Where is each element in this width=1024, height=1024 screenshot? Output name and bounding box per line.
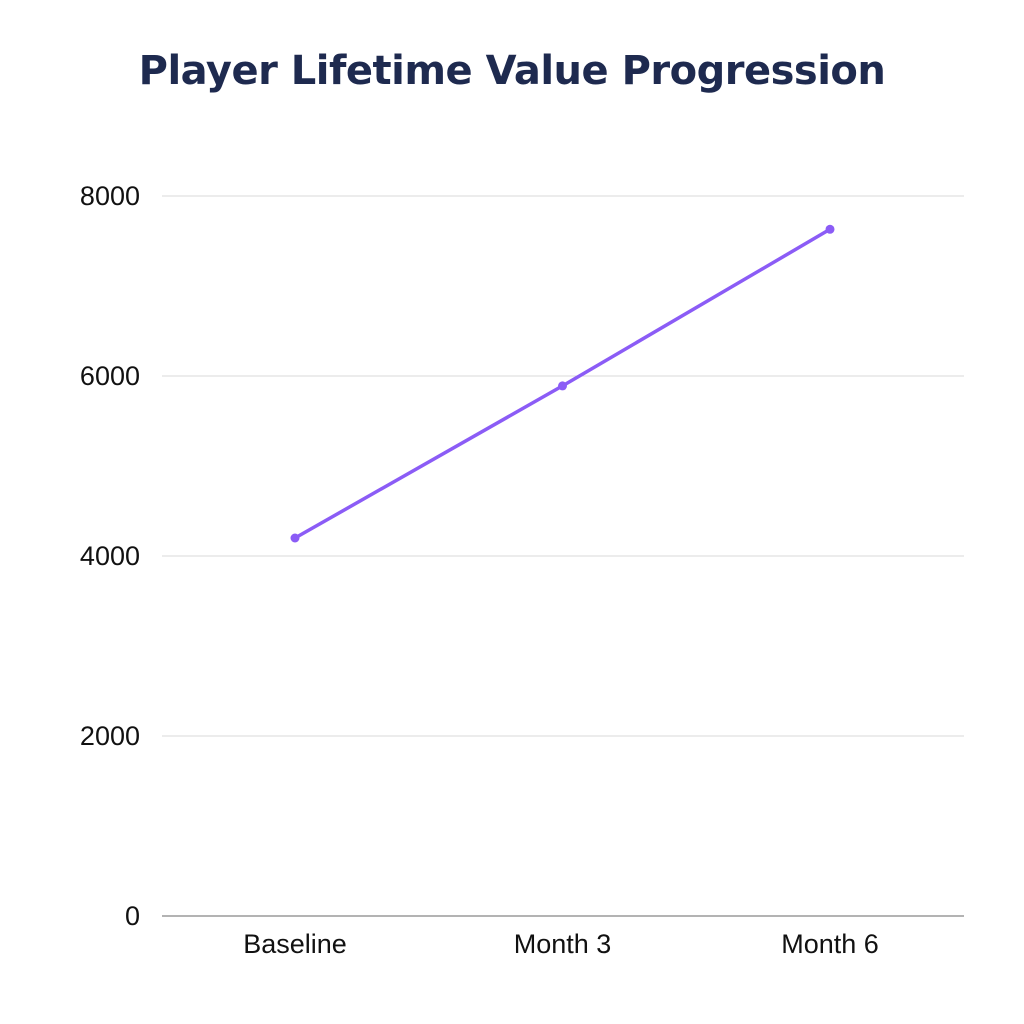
y-axis-ticks: 0 2000 4000 6000 8000 — [80, 181, 140, 931]
y-tick-label: 4000 — [80, 541, 140, 571]
x-tick-label: Month 6 — [781, 929, 879, 959]
x-tick-label: Baseline — [243, 929, 347, 959]
y-tick-label: 2000 — [80, 721, 140, 751]
y-tick-label: 0 — [125, 901, 140, 931]
chart-title: Player Lifetime Value Progression — [138, 48, 886, 94]
gridlines — [162, 195, 964, 737]
series-group — [290, 224, 835, 543]
x-tick-label: Month 3 — [514, 929, 612, 959]
y-tick-label: 8000 — [80, 181, 140, 211]
data-point — [558, 381, 567, 391]
x-axis-ticks: Baseline Month 3 Month 6 — [243, 929, 879, 959]
data-point — [825, 224, 835, 234]
data-point — [290, 533, 300, 543]
y-tick-label: 6000 — [80, 361, 140, 391]
